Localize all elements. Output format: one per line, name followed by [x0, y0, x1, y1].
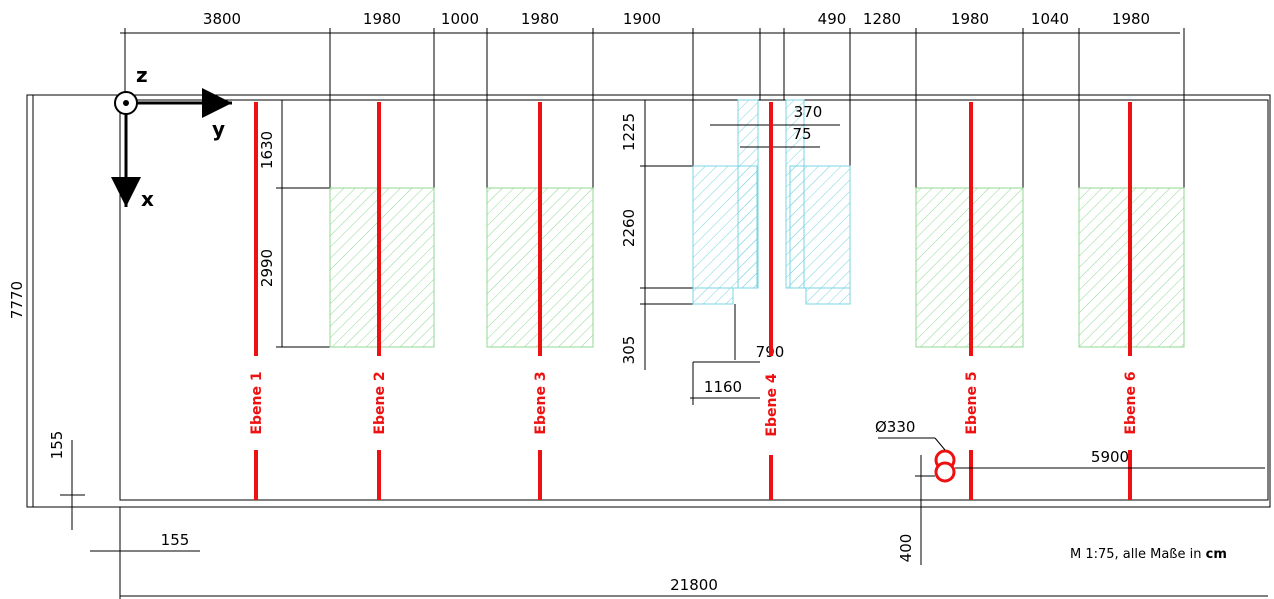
green-block-1 [329, 187, 435, 348]
room-outline [26, 94, 1271, 508]
axis-z-label: z [136, 63, 148, 87]
dim-overall-height: 7770 [8, 281, 26, 319]
dim-bottom-lines [90, 507, 1268, 599]
dim-top-7: 1280 [863, 10, 901, 28]
plane-lines [254, 102, 1132, 500]
plane-label-1: Ebene 1 [249, 371, 265, 434]
post-icon [878, 437, 1265, 565]
dim-top-9: 1040 [1031, 10, 1069, 28]
dim-left-lines [276, 100, 693, 370]
plane-label-3: Ebene 3 [533, 371, 549, 434]
dim-left-4: 2260 [620, 209, 638, 247]
dim-top-2: 1980 [363, 10, 401, 28]
dim-top-5: 1900 [623, 10, 661, 28]
scale-note-prefix: M 1:75, alle Maße in [1070, 547, 1206, 562]
top-dimension-chain [120, 28, 1185, 288]
plane-label-4: Ebene 4 [764, 373, 780, 436]
dim-top-3: 1000 [441, 10, 479, 28]
dim-top-8: 1980 [951, 10, 989, 28]
scale-note: M 1:75, alle Maße in cm [1070, 547, 1227, 562]
dim-detail-75: 75 [792, 125, 811, 143]
dim-offset-y: 155 [48, 431, 66, 460]
post-offset: 400 [897, 534, 915, 563]
post-diameter: Ø330 [875, 418, 915, 436]
dim-detail-370: 370 [794, 103, 823, 121]
post-distance: 5900 [1091, 448, 1129, 466]
plane-label-5: Ebene 5 [964, 371, 980, 434]
dim-top-6: 490 [818, 10, 847, 28]
dim-left-5: 305 [620, 336, 638, 365]
plane-label-6: Ebene 6 [1123, 371, 1139, 434]
dim-left-3: 1225 [620, 113, 638, 151]
dim-height-lines [32, 95, 85, 530]
dim-top-10: 1980 [1112, 10, 1150, 28]
dim-overall-width: 21800 [670, 576, 718, 594]
dim-top-1: 3800 [203, 10, 241, 28]
dim-left-1: 1630 [258, 131, 276, 169]
dim-offset-x: 155 [161, 531, 190, 549]
dim-left-2: 2990 [258, 249, 276, 287]
scale-note-unit: cm [1206, 547, 1227, 562]
dim-top-4: 1980 [521, 10, 559, 28]
plane-label-2: Ebene 2 [372, 371, 388, 434]
axis-y-label: y [212, 117, 225, 141]
cyan-blocks [692, 99, 851, 305]
dim-detail-1160: 1160 [704, 378, 742, 396]
detail-dim-lines [690, 124, 840, 405]
axis-origin-icon [111, 88, 232, 207]
axis-x-label: x [141, 187, 154, 211]
